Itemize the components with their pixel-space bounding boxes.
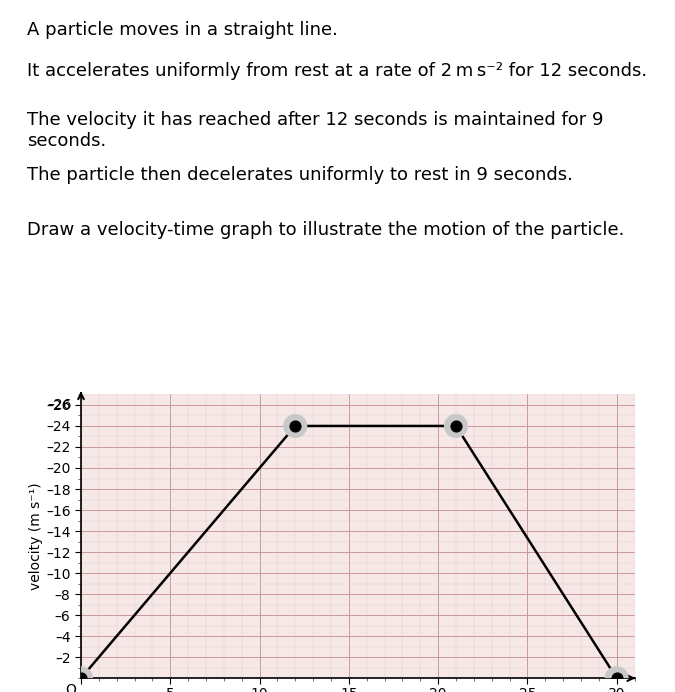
Text: Draw a velocity-time graph to illustrate the motion of the particle.: Draw a velocity-time graph to illustrate… xyxy=(27,221,624,239)
Text: A particle moves in a straight line.: A particle moves in a straight line. xyxy=(27,21,338,39)
Text: –26: –26 xyxy=(47,398,72,412)
Text: O: O xyxy=(65,684,76,692)
Point xyxy=(290,421,300,432)
Point xyxy=(450,421,461,432)
Text: 15: 15 xyxy=(340,686,358,692)
Text: 10: 10 xyxy=(250,686,269,692)
Point xyxy=(612,673,622,684)
Point xyxy=(290,421,300,432)
Point xyxy=(612,673,622,684)
Point xyxy=(76,673,86,684)
Text: 30: 30 xyxy=(608,686,626,692)
Point xyxy=(450,421,461,432)
Text: The velocity it has reached after 12 seconds is maintained for 9
seconds.: The velocity it has reached after 12 sec… xyxy=(27,111,603,149)
Text: It accelerates uniformly from rest at a rate of 2 m s⁻² for 12 seconds.: It accelerates uniformly from rest at a … xyxy=(27,62,647,80)
Text: 20: 20 xyxy=(429,686,447,692)
Text: 5: 5 xyxy=(166,686,175,692)
Point xyxy=(76,673,86,684)
Y-axis label: velocity (m s⁻¹): velocity (m s⁻¹) xyxy=(29,482,43,590)
Text: The particle then decelerates uniformly to rest in 9 seconds.: The particle then decelerates uniformly … xyxy=(27,166,573,184)
Text: 25: 25 xyxy=(518,686,536,692)
